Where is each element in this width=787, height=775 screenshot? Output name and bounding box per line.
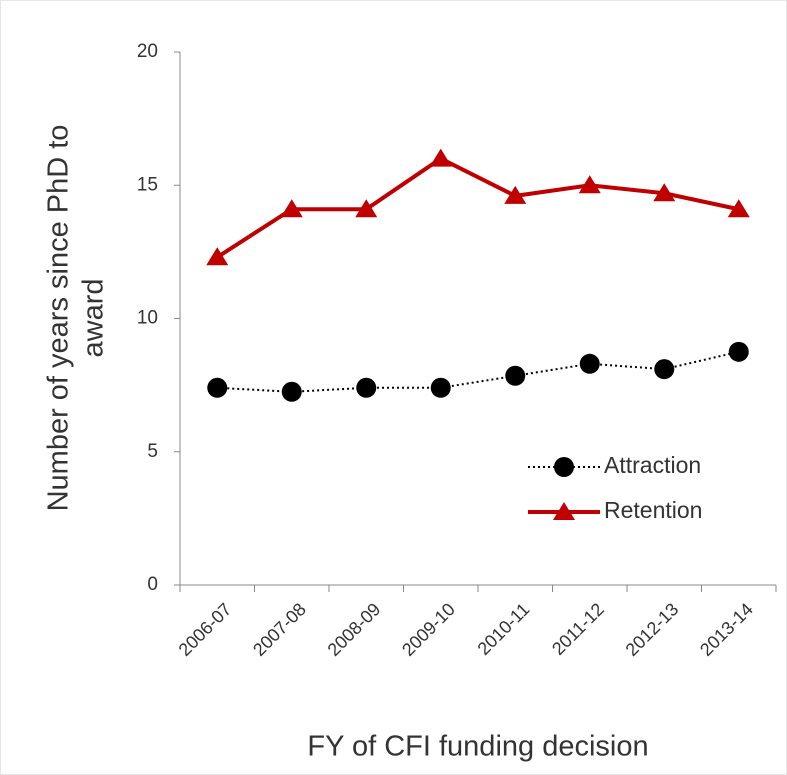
y-tick-label: 15 — [137, 174, 158, 195]
legend-marker — [553, 502, 575, 520]
legend-label: Retention — [604, 497, 702, 523]
data-point — [504, 185, 527, 204]
y-axis-label: Number of years since PhD to — [43, 125, 75, 512]
series-line — [216, 156, 740, 259]
data-point — [207, 377, 228, 398]
data-point — [430, 377, 451, 398]
data-point — [206, 247, 229, 266]
x-axis-label: FY of CFI funding decision — [307, 731, 648, 763]
series-line — [217, 350, 739, 393]
data-point — [355, 199, 378, 218]
data-point — [654, 359, 675, 380]
y-axis-label: award — [78, 279, 110, 358]
legend-label: Attraction — [604, 452, 701, 478]
data-point — [356, 377, 377, 398]
data-point — [505, 365, 526, 386]
data-point — [280, 199, 303, 218]
legend-marker — [554, 457, 574, 477]
data-point — [727, 199, 750, 218]
data-point — [653, 183, 676, 202]
y-tick-label: 5 — [147, 441, 158, 462]
data-point — [429, 148, 452, 167]
y-tick-label: 10 — [137, 308, 158, 329]
data-point — [728, 341, 749, 362]
y-tick-label: 20 — [137, 41, 158, 62]
y-tick-label: 0 — [147, 574, 158, 595]
data-point — [281, 381, 302, 402]
data-point — [579, 353, 600, 374]
data-point — [578, 175, 601, 194]
